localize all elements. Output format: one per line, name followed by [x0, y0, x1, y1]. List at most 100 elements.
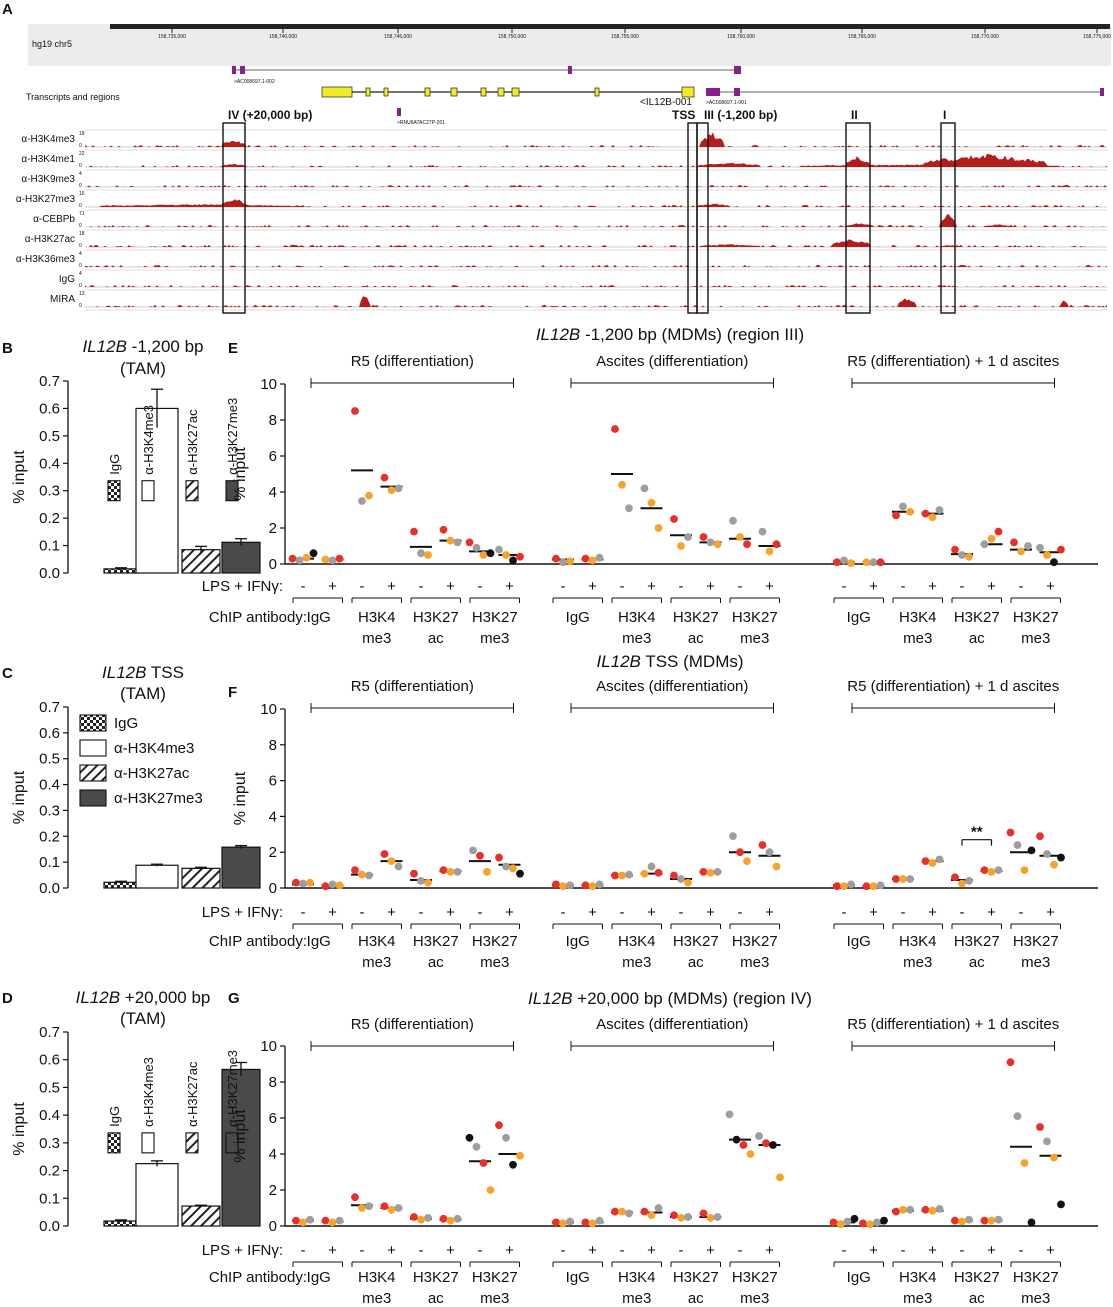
data-point-red	[670, 1211, 678, 1220]
antibody-label-line2: ac	[969, 954, 985, 971]
track-label: IgG	[59, 274, 75, 285]
track-scale-min: 0	[79, 203, 82, 209]
antibody-label: H3K27	[954, 1269, 1000, 1286]
treatment-minus: -	[738, 578, 743, 595]
panel-letter-c: C	[2, 665, 13, 682]
y-tick-label: 0.7	[39, 699, 60, 716]
legend-swatch	[107, 480, 121, 502]
lps-ifng-label: LPS + IFNγ:	[202, 578, 283, 595]
data-point-red	[862, 882, 871, 891]
data-point-orange	[321, 555, 330, 564]
antibody-label: H3K4	[899, 609, 937, 626]
coordinate-label: 158,755,000	[611, 34, 639, 40]
data-point-red	[351, 1193, 359, 1202]
track-scale-min: 0	[79, 163, 82, 169]
legend-swatch	[141, 480, 155, 502]
data-point-orange	[446, 867, 455, 876]
data-point-orange	[516, 1151, 524, 1160]
y-tick-label: 2	[269, 1182, 277, 1199]
treatment-minus: -	[478, 1242, 483, 1259]
track-scale-min: 0	[79, 303, 82, 309]
antibody-label: IgG	[847, 609, 871, 626]
data-point-gray	[394, 1204, 403, 1212]
y-tick-label: 0.5	[39, 428, 60, 445]
panel-d-subtitle: (TAM)	[120, 1009, 166, 1028]
region-label-i: I	[943, 108, 946, 122]
data-point-gray	[935, 1205, 944, 1213]
treatment-plus: +	[588, 904, 597, 921]
data-point-black	[465, 1133, 474, 1142]
data-point-gray	[684, 533, 692, 541]
coordinate-label: 158,735,000	[158, 34, 186, 40]
treatment-plus: +	[987, 578, 996, 595]
track-scale-max: 18	[79, 231, 85, 237]
data-point-black	[850, 1214, 859, 1223]
treatment-plus: +	[446, 904, 455, 921]
data-point-red	[335, 554, 344, 563]
data-point-orange	[840, 882, 848, 891]
bar-h3k4me3	[135, 1163, 179, 1227]
chip-antibody-label: ChIP antibody:	[209, 609, 307, 626]
data-point-gray	[1024, 542, 1032, 550]
data-point-orange	[677, 542, 685, 550]
y-tick-label: 0.1	[39, 854, 60, 871]
data-point-orange	[958, 1217, 966, 1226]
panel-c: C IL12B TSS (TAM) 0.0 0.1 0.2 0.3 0.4 0.5 0.6 0…	[2, 663, 261, 897]
region-box-iv	[222, 122, 246, 314]
data-point-red	[762, 1139, 770, 1148]
data-point-orange	[706, 868, 715, 877]
data-point-black	[309, 549, 318, 558]
antibody-label-line2: ac	[688, 954, 704, 971]
treatment-plus: +	[328, 578, 337, 595]
data-point-red	[351, 407, 359, 415]
treatment-plus: +	[869, 578, 878, 595]
data-point-red	[465, 538, 474, 547]
panel-letter-f: F	[228, 684, 237, 701]
legend-swatch	[185, 480, 199, 502]
treatment-plus: +	[387, 578, 396, 595]
antibody-label: IgG	[566, 933, 590, 950]
data-point-red	[292, 1216, 300, 1225]
data-point-gray	[840, 556, 848, 565]
treatment-plus: +	[446, 1242, 455, 1259]
data-point-orange	[836, 1220, 845, 1229]
data-point-red	[410, 1213, 418, 1221]
treatment-minus: -	[419, 1242, 424, 1259]
track-signal	[85, 184, 1107, 187]
data-point-gray	[328, 556, 337, 565]
track-label: α-H3K4me1	[21, 154, 75, 165]
region-box-tss	[687, 122, 698, 314]
y-tick-label: 4	[269, 1146, 277, 1163]
group-label: R5 (differentiation)	[351, 353, 474, 370]
data-point-black	[769, 1141, 777, 1149]
y-tick-label: 0.6	[39, 725, 60, 742]
data-point-gray	[365, 871, 373, 880]
data-point-red	[829, 1218, 838, 1227]
data-point-orange	[306, 878, 314, 887]
data-point-orange	[335, 881, 344, 890]
treatment-minus: -	[561, 578, 566, 595]
data-point-orange	[502, 551, 510, 559]
antibody-label: H3K27	[1013, 933, 1059, 950]
antibody-label: IgG	[566, 1269, 590, 1286]
data-point-red	[611, 1207, 619, 1216]
data-point-gray	[335, 1216, 344, 1225]
data-point-red	[833, 882, 841, 891]
data-point-gray	[295, 556, 304, 565]
y-axis-label: % input	[232, 1109, 249, 1163]
treatment-plus: +	[765, 1242, 774, 1259]
antibody-label: H3K4	[899, 933, 937, 950]
legend-swatch	[107, 1132, 121, 1154]
treatment-minus: -	[301, 578, 306, 595]
data-point-black	[880, 1216, 888, 1225]
data-point-orange	[677, 1214, 685, 1222]
data-point-red	[892, 511, 900, 520]
data-point-gray	[1013, 841, 1022, 849]
data-point-gray	[1043, 850, 1051, 858]
data-point-orange	[618, 480, 626, 489]
antibody-label: H3K27	[673, 1269, 719, 1286]
track-signal	[85, 153, 1107, 167]
panel-e-title-gene: IL12B	[536, 325, 580, 344]
panel-letter-d: D	[2, 990, 13, 1007]
y-tick-label: 0.3	[39, 483, 60, 500]
